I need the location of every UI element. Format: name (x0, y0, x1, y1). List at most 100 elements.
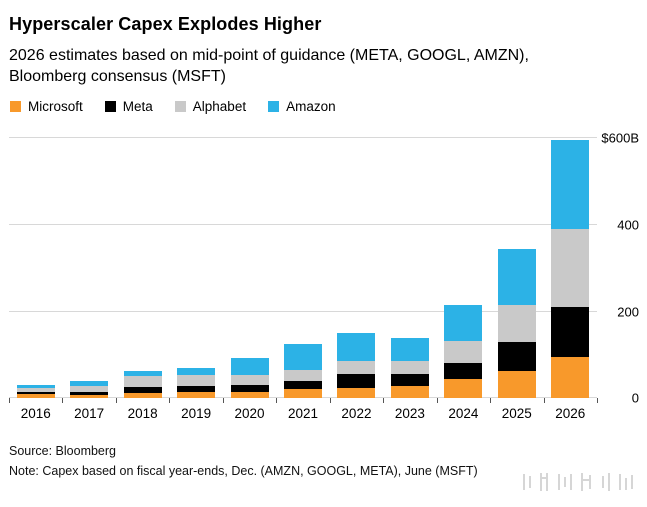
bar-2023 (390, 337, 429, 399)
x-tick-label-2018: 2018 (127, 406, 158, 422)
bar-slot-2022 (330, 138, 383, 399)
segment-meta-2023 (390, 374, 429, 387)
y-tick-label-600: $600B (601, 130, 639, 146)
segment-amazon-2024 (444, 304, 483, 341)
watermark (519, 470, 637, 499)
bar-slot-2024 (437, 138, 490, 399)
x-axis: 2016 2017 2018 2019 2020 2021 2022 2023 2024 2025… (9, 406, 597, 421)
bar-slot-2016 (9, 138, 62, 399)
footer: Source: Bloomberg Note: Capex based on f… (9, 442, 639, 481)
gridline-400 (9, 223, 597, 225)
segment-amazon-2020 (230, 357, 269, 376)
legend-item-alphabet: Alphabet (174, 99, 247, 115)
bar-slot-2023 (383, 138, 436, 399)
legend-swatch-meta (104, 101, 116, 113)
segment-meta-2026 (551, 307, 590, 358)
bar-2021 (283, 343, 322, 399)
x-tick-label-2019: 2019 (181, 406, 212, 422)
x-axis-tick (490, 398, 492, 404)
legend-label: Amazon (286, 99, 336, 115)
x-tick-label-2021: 2021 (287, 406, 319, 422)
segment-alphabet-2022 (337, 360, 376, 375)
segment-amazon-2018 (123, 370, 162, 377)
chart-area: $600B 400 200 0 2016 2017 2018 2019 2020 2021 202… (9, 124, 639, 421)
x-axis-tick (62, 398, 64, 404)
gridline-200 (9, 310, 597, 312)
segment-microsoft-2022 (337, 387, 376, 399)
segment-alphabet-2017 (70, 386, 109, 392)
x-axis-tick (329, 398, 331, 404)
x-axis-tick (276, 398, 278, 404)
segment-microsoft-2019 (177, 392, 216, 399)
segment-microsoft-2020 (230, 391, 269, 399)
segment-amazon-2022 (337, 333, 376, 361)
x-axis-tick (169, 398, 171, 404)
segment-alphabet-2025 (497, 305, 536, 342)
legend: Microsoft Meta Alphabet Amazon (10, 99, 639, 114)
chart-subtitle: 2026 estimates based on mid-point of gui… (9, 47, 529, 86)
segment-meta-2017 (70, 391, 109, 395)
y-tick-label-400: 400 (617, 217, 639, 233)
bar-slot-2019 (169, 138, 222, 399)
x-axis-tick (383, 398, 385, 404)
x-tick-label-2016: 2016 (20, 406, 51, 422)
segment-alphabet-2016 (16, 387, 55, 393)
segment-microsoft-2018 (123, 393, 162, 399)
bar-2016 (16, 384, 55, 399)
x-axis-tick (436, 398, 438, 404)
segment-microsoft-2017 (70, 394, 109, 399)
segment-amazon-2019 (177, 367, 216, 376)
x-tick-label-2025: 2025 (501, 406, 532, 422)
note-line: Note: Capex based on fiscal year-ends, D… (9, 463, 478, 478)
x-tick-label-2023: 2023 (394, 406, 425, 422)
segment-meta-2020 (230, 384, 269, 392)
segment-alphabet-2021 (283, 370, 322, 381)
x-axis-tick (222, 398, 224, 404)
segment-alphabet-2026 (551, 229, 590, 308)
bar-2018 (123, 370, 162, 399)
segment-alphabet-2024 (444, 340, 483, 364)
segment-amazon-2016 (16, 384, 55, 388)
y-axis: $600B 400 200 0 (593, 131, 639, 406)
segment-amazon-2017 (70, 380, 109, 387)
x-axis-tick (115, 398, 117, 404)
segment-microsoft-2025 (497, 370, 536, 399)
bar-2024 (444, 304, 483, 399)
chart-title: Hyperscaler Capex Explodes Higher (9, 14, 322, 34)
segment-meta-2021 (283, 380, 322, 390)
x-axis-tick (9, 398, 10, 404)
segment-alphabet-2023 (390, 360, 429, 375)
x-tick-label-2026: 2026 (555, 406, 586, 422)
segment-meta-2018 (123, 386, 162, 394)
segment-meta-2016 (16, 392, 55, 395)
segment-amazon-2021 (283, 343, 322, 371)
bar-2017 (70, 380, 109, 399)
bar-2026 (551, 140, 590, 399)
segment-alphabet-2020 (230, 375, 269, 385)
bar-slot-2025 (490, 138, 543, 399)
source-line: Source: Bloomberg (9, 444, 117, 459)
legend-item-amazon: Amazon (268, 99, 336, 114)
x-tick-label-2020: 2020 (234, 406, 265, 422)
x-tick-label-2022: 2022 (341, 406, 372, 422)
bar-slot-2018 (116, 138, 169, 399)
segment-alphabet-2019 (177, 375, 216, 386)
bar-slot-2026 (544, 138, 597, 399)
segment-meta-2025 (497, 341, 536, 371)
bar-2022 (337, 333, 376, 399)
bar-2019 (177, 367, 216, 399)
legend-swatch-microsoft (10, 101, 21, 113)
segment-amazon-2023 (390, 337, 429, 361)
legend-swatch-alphabet (174, 101, 186, 113)
x-tick-label-2017: 2017 (74, 406, 105, 422)
segment-meta-2019 (177, 385, 216, 393)
bars (9, 138, 597, 399)
plot-area (9, 137, 597, 399)
segment-microsoft-2024 (444, 379, 483, 399)
legend-swatch-amazon (268, 101, 280, 113)
x-axis-tick (543, 398, 545, 404)
segment-alphabet-2018 (123, 376, 162, 387)
legend-label: Alphabet (192, 99, 247, 115)
segment-meta-2024 (444, 363, 483, 380)
